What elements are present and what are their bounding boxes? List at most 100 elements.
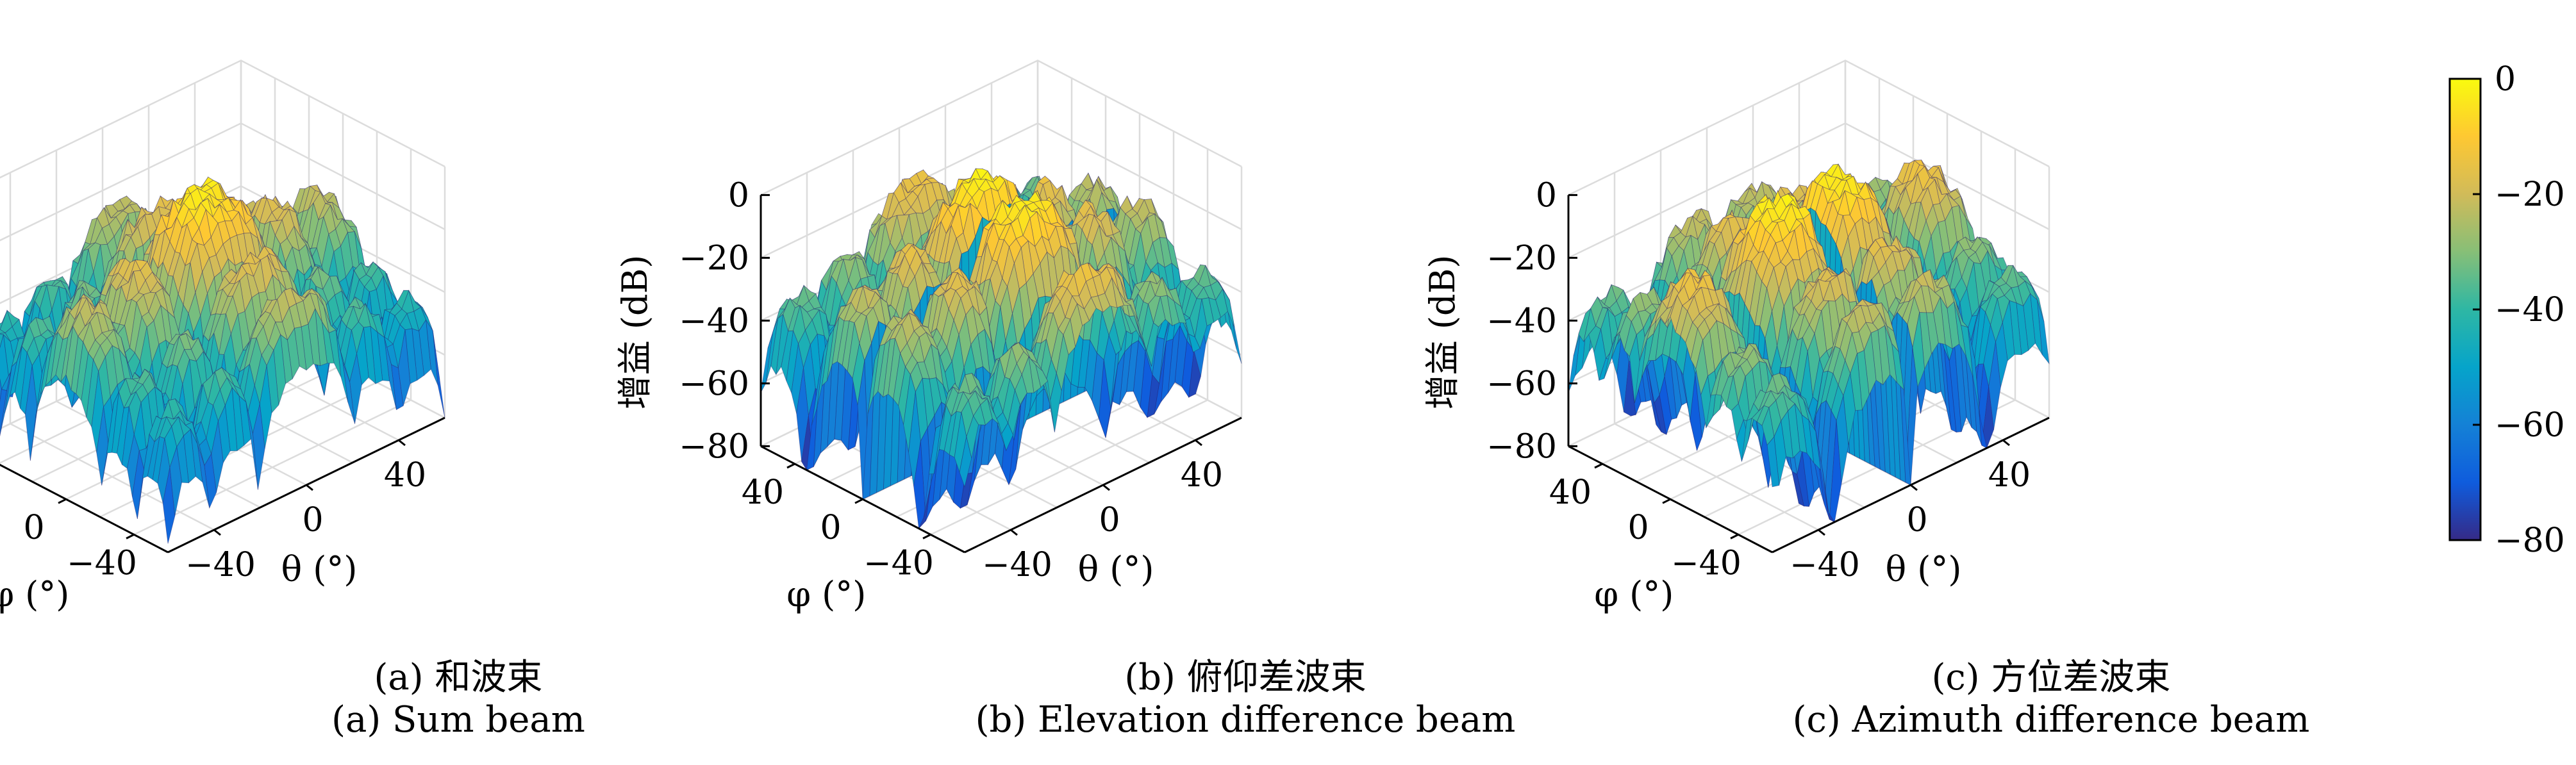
- surface-patch: [212, 204, 226, 224]
- surface-patch: [0, 378, 2, 402]
- phi-tick-mark: [1594, 463, 1603, 469]
- phi-tick-mark: [1730, 534, 1739, 539]
- surface-patch: [144, 213, 158, 239]
- surface-patch: [130, 226, 144, 249]
- surface-patch: [220, 295, 233, 315]
- phi-tick-mark: [1662, 498, 1671, 504]
- phi-tick-mark: [58, 498, 67, 504]
- surface-patch: [370, 325, 383, 384]
- surface-patch: [117, 258, 131, 279]
- surface-patch: [167, 336, 180, 369]
- phi-tick-label: 0: [820, 509, 841, 547]
- theta-tick-mark: [1818, 529, 1825, 536]
- theta-tick-mark: [398, 439, 406, 447]
- surface-patch: [0, 334, 9, 390]
- surface-patch: [152, 229, 165, 270]
- z-tick-label: −80: [1486, 427, 1557, 466]
- surface-patch: [397, 329, 411, 406]
- surface-patch: [308, 190, 321, 210]
- surface-patch: [101, 275, 113, 297]
- surface-patch: [401, 289, 415, 314]
- caption-c-zh: (c) 方位差波束: [1931, 657, 2171, 698]
- surface-patch: [363, 325, 376, 384]
- z-tick-label: −20: [1486, 239, 1557, 277]
- surface-patch: [112, 258, 126, 277]
- phi-tick-mark: [786, 463, 795, 469]
- beam-surface: [0, 176, 445, 544]
- surface-patch: [0, 310, 8, 330]
- caption-b-zh: (b) 俯仰差波束: [1124, 657, 1367, 698]
- surface-patch: [249, 337, 262, 386]
- surface-patch: [122, 204, 136, 214]
- surface-patch: [315, 308, 328, 366]
- colorbar-tick-label: 0: [2495, 60, 2516, 99]
- surface-patch: [136, 293, 149, 318]
- surface-patch: [335, 218, 348, 247]
- surface-patch: [0, 329, 6, 334]
- surface-patch: [394, 308, 408, 325]
- surface-patch: [432, 331, 445, 418]
- theta-tick-mark: [1195, 439, 1202, 447]
- surface-patch: [118, 234, 131, 252]
- surface-patch: [150, 281, 163, 293]
- theta-axis-label: θ (°): [1886, 549, 1962, 589]
- surface-patch: [349, 354, 362, 424]
- surface-patch: [10, 346, 22, 397]
- surface-patch: [4, 361, 18, 413]
- surface-patch: [326, 193, 340, 209]
- z-tick-label: 0: [1536, 176, 1557, 215]
- z-tick-label: −60: [1486, 365, 1557, 403]
- surface-patch: [378, 267, 391, 292]
- phi-tick-label: −40: [67, 544, 137, 582]
- surface-patch: [303, 185, 316, 212]
- caption-c: (c) 方位差波束 (c) Azimuth difference beam: [1634, 657, 2468, 741]
- surface-patch: [377, 331, 390, 382]
- surface-patch: [105, 204, 119, 219]
- surface-patch: [71, 336, 84, 395]
- surface-patch: [122, 259, 136, 283]
- caption-b-en: (b) Elevation difference beam: [975, 699, 1516, 741]
- theta-tick-label: 0: [1906, 501, 1927, 539]
- surface-patch: [420, 307, 433, 331]
- surface-patch: [143, 292, 156, 313]
- surface-patch: [328, 329, 342, 377]
- phi-axis-label: φ (°): [0, 574, 69, 614]
- surface-patch: [81, 352, 94, 418]
- colorbar-tick-label: −60: [2495, 406, 2565, 445]
- surface-patch: [113, 329, 127, 359]
- surface-patch: [245, 319, 259, 350]
- surface-patch: [15, 345, 28, 409]
- surface-patch: [399, 313, 413, 331]
- surface-patch: [112, 199, 126, 212]
- surface-patch: [88, 339, 101, 360]
- theta-tick-label: 40: [384, 456, 426, 495]
- colorbar: 0−20−40−60−80: [2448, 60, 2565, 560]
- surface-patch: [276, 208, 290, 222]
- theta-tick-mark: [213, 529, 221, 536]
- phi-tick-mark: [922, 534, 931, 539]
- theta-tick-label: 0: [302, 501, 323, 539]
- caption-a-en: (a) Sum beam: [331, 699, 585, 741]
- colorbar-tick-label: −80: [2495, 522, 2565, 560]
- theta-tick-label: −40: [1790, 546, 1860, 584]
- surface-patch: [411, 328, 425, 381]
- theta-tick-label: 40: [1988, 456, 2031, 495]
- surface-patch: [415, 302, 428, 318]
- surface-patch: [53, 306, 67, 336]
- z-tick-label: −80: [679, 427, 749, 466]
- caption-a: (a) 和波束 (a) Sum beam: [42, 657, 875, 741]
- surface-patch: [336, 276, 349, 302]
- surface-patch: [88, 288, 102, 299]
- surface-patch: [341, 306, 354, 327]
- z-axis-label: 增益 (dB): [615, 255, 655, 410]
- surface-patch: [86, 358, 99, 428]
- surface-patch: [88, 242, 101, 272]
- theta-tick-mark: [1910, 484, 1918, 491]
- surface-patch: [91, 371, 104, 453]
- z-tick-label: 0: [728, 176, 749, 215]
- surface-patch: [60, 280, 73, 304]
- surface-patch: [365, 303, 378, 333]
- colorbar-tick-label: −40: [2495, 291, 2565, 329]
